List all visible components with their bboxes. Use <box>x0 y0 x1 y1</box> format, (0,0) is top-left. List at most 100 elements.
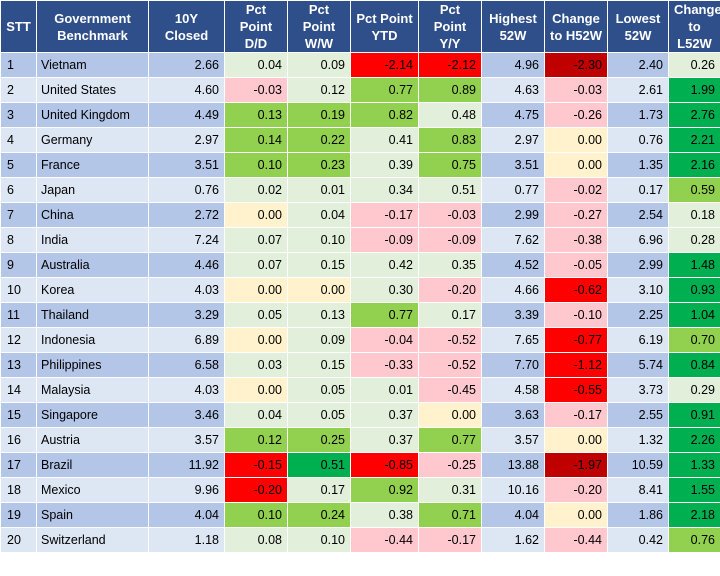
col-header-lowest-52w[interactable]: Lowest 52W <box>607 0 669 53</box>
cell-change-l52w: 0.84 <box>668 352 720 378</box>
table-row[interactable]: 7 China 2.72 0.00 0.04 -0.17 -0.03 2.99 -0.27 2.5… <box>0 202 720 228</box>
cell-stt: 17 <box>0 452 37 478</box>
cell-highest-52w: 7.70 <box>481 352 545 378</box>
cell-change-h52w: -0.17 <box>544 402 608 428</box>
cell-ytd: -0.17 <box>350 202 419 228</box>
cell-stt: 1 <box>0 52 37 78</box>
table-row[interactable]: 9 Australia 4.46 0.07 0.15 0.42 0.35 4.52 -0.05 2… <box>0 252 720 278</box>
cell-10y-closed: 4.03 <box>148 277 225 303</box>
cell-change-l52w: 0.76 <box>668 527 720 553</box>
cell-ww: 0.51 <box>287 452 351 478</box>
col-header-highest-52w[interactable]: Highest 52W <box>481 0 545 53</box>
cell-ytd: 0.34 <box>350 177 419 203</box>
cell-country: Switzerland <box>36 527 149 553</box>
cell-change-h52w: 0.00 <box>544 127 608 153</box>
col-header-change-h52w[interactable]: Change to H52W <box>544 0 608 53</box>
cell-dd: 0.00 <box>224 202 288 228</box>
cell-change-h52w: -2.30 <box>544 52 608 78</box>
table-row[interactable]: 1 Vietnam 2.66 0.04 0.09 -2.14 -2.12 4.96 -2.30 2… <box>0 52 720 78</box>
col-header-dd[interactable]: Pct Point D/D <box>224 0 288 53</box>
cell-lowest-52w: 1.35 <box>607 152 669 178</box>
cell-10y-closed: 9.96 <box>148 477 225 503</box>
col-header-ytd[interactable]: Pct Point YTD <box>350 0 419 53</box>
table-row[interactable]: 12 Indonesia 6.89 0.00 0.09 -0.04 -0.52 7.65 -0.… <box>0 327 720 353</box>
cell-ww: 0.25 <box>287 427 351 453</box>
cell-country: Indonesia <box>36 327 149 353</box>
cell-10y-closed: 3.51 <box>148 152 225 178</box>
cell-country: Spain <box>36 502 149 528</box>
cell-country: Vietnam <box>36 52 149 78</box>
cell-yy: -0.20 <box>418 277 482 303</box>
cell-yy: 0.83 <box>418 127 482 153</box>
cell-yy: 0.00 <box>418 402 482 428</box>
cell-highest-52w: 1.62 <box>481 527 545 553</box>
table-row[interactable]: 16 Austria 3.57 0.12 0.25 0.37 0.77 3.57 0.00 1.3… <box>0 427 720 453</box>
table-row[interactable]: 5 France 3.51 0.10 0.23 0.39 0.75 3.51 0.00 1.35 2… <box>0 152 720 178</box>
table-row[interactable]: 13 Philippines 6.58 0.03 0.15 -0.33 -0.52 7.70-… <box>0 352 720 378</box>
cell-lowest-52w: 10.59 <box>607 452 669 478</box>
col-header-yy[interactable]: Pct Point Y/Y <box>418 0 482 53</box>
table-row[interactable]: 6 Japan 0.76 0.02 0.01 0.34 0.51 0.77 -0.02 0.17 0… <box>0 177 720 203</box>
cell-change-l52w: 0.93 <box>668 277 720 303</box>
cell-ytd: -0.04 <box>350 327 419 353</box>
cell-ww: 0.09 <box>287 52 351 78</box>
cell-ww: 0.15 <box>287 352 351 378</box>
cell-change-l52w: 0.29 <box>668 377 720 403</box>
table-row[interactable]: 19 Spain 4.04 0.10 0.24 0.38 0.71 4.04 0.00 1.86 2… <box>0 502 720 528</box>
cell-ytd: -0.44 <box>350 527 419 553</box>
cell-change-h52w: -0.02 <box>544 177 608 203</box>
col-header-stt[interactable]: STT <box>0 0 37 53</box>
cell-dd: 0.04 <box>224 402 288 428</box>
cell-change-l52w: 0.91 <box>668 402 720 428</box>
cell-ww: 0.10 <box>287 227 351 253</box>
cell-yy: 0.31 <box>418 477 482 503</box>
cell-ww: 0.13 <box>287 302 351 328</box>
cell-highest-52w: 7.62 <box>481 227 545 253</box>
cell-10y-closed: 2.72 <box>148 202 225 228</box>
table-row[interactable]: 17 Brazil 11.92 -0.15 0.51 -0.85 -0.25 13.88 -1.… <box>0 452 720 478</box>
cell-10y-closed: 1.18 <box>148 527 225 553</box>
cell-ytd: 0.38 <box>350 502 419 528</box>
cell-ytd: 0.77 <box>350 302 419 328</box>
cell-yy: -0.45 <box>418 377 482 403</box>
table-row[interactable]: 18 Mexico 9.96 -0.20 0.17 0.92 0.31 10.16 -0.20 8… <box>0 477 720 503</box>
table-row[interactable]: 15 Singapore 3.46 0.04 0.05 0.37 0.00 3.63 -0.17… <box>0 402 720 428</box>
cell-yy: -0.17 <box>418 527 482 553</box>
cell-change-l52w: 0.59 <box>668 177 720 203</box>
cell-yy: -0.52 <box>418 327 482 353</box>
col-header-ww[interactable]: Pct Point W/W <box>287 0 351 53</box>
col-header-benchmark[interactable]: Government Benchmark <box>36 0 149 53</box>
table-row[interactable]: 4 Germany 2.97 0.14 0.22 0.41 0.83 2.97 0.00 0.76… <box>0 127 720 153</box>
cell-10y-closed: 6.89 <box>148 327 225 353</box>
cell-stt: 14 <box>0 377 37 403</box>
cell-change-h52w: -0.20 <box>544 477 608 503</box>
cell-ww: 0.05 <box>287 377 351 403</box>
table-row[interactable]: 2 United States 4.60 -0.03 0.12 0.77 0.89 4.63-… <box>0 77 720 103</box>
cell-change-h52w: 0.00 <box>544 427 608 453</box>
cell-10y-closed: 4.49 <box>148 102 225 128</box>
cell-stt: 3 <box>0 102 37 128</box>
cell-stt: 9 <box>0 252 37 278</box>
cell-highest-52w: 4.66 <box>481 277 545 303</box>
cell-highest-52w: 4.96 <box>481 52 545 78</box>
table-row[interactable]: 14 Malaysia 4.03 0.00 0.05 0.01 -0.45 4.58 -0.55… <box>0 377 720 403</box>
table-row[interactable]: 20 Switzerland 1.18 0.08 0.10 -0.44 -0.17 1.62-… <box>0 527 720 553</box>
cell-ww: 0.04 <box>287 202 351 228</box>
table-row[interactable]: 11 Thailand 3.29 0.05 0.13 0.77 0.17 3.39 -0.10 2… <box>0 302 720 328</box>
cell-ytd: 0.01 <box>350 377 419 403</box>
cell-change-h52w: -0.03 <box>544 77 608 103</box>
cell-lowest-52w: 2.61 <box>607 77 669 103</box>
col-header-10y-closed[interactable]: 10Y Closed <box>148 0 225 53</box>
table-row[interactable]: 3 United Kingdom 4.49 0.13 0.19 0.82 0.48 4.75-… <box>0 102 720 128</box>
cell-change-l52w: 2.26 <box>668 427 720 453</box>
cell-10y-closed: 4.60 <box>148 77 225 103</box>
cell-dd: 0.03 <box>224 352 288 378</box>
table-row[interactable]: 8 India 7.24 0.07 0.10 -0.09 -0.09 7.62 -0.38 6.9… <box>0 227 720 253</box>
cell-ww: 0.23 <box>287 152 351 178</box>
cell-lowest-52w: 0.42 <box>607 527 669 553</box>
table-row[interactable]: 10 Korea 4.03 0.00 0.00 0.30 -0.20 4.66 -0.62 3.1… <box>0 277 720 303</box>
cell-ww: 0.24 <box>287 502 351 528</box>
cell-ww: 0.01 <box>287 177 351 203</box>
col-header-change-l52w[interactable]: Change to L52W <box>668 0 720 53</box>
cell-stt: 4 <box>0 127 37 153</box>
